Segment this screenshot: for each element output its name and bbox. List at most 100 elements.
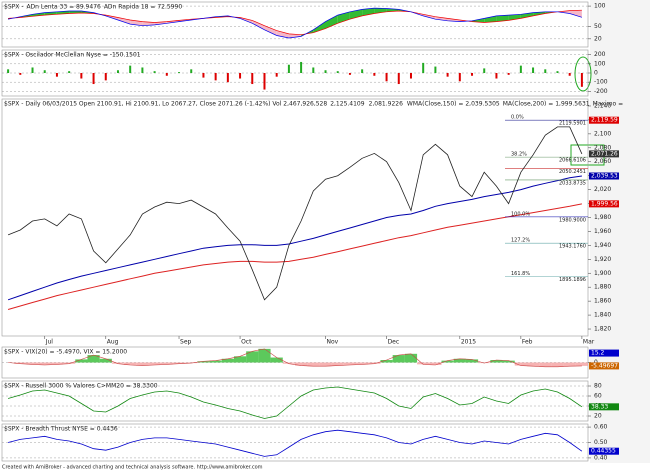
bar [507,73,510,75]
x-tick-label: Mar [583,339,595,346]
difference-fill [337,11,350,24]
area-bar [551,362,564,367]
area-bar [197,361,210,363]
difference-fill [276,30,289,38]
bar [275,73,278,77]
value-badge-label: 2,071.26 [591,150,618,157]
footer: Created with AmiBroker - advanced charti… [2,465,263,471]
bar [544,69,547,73]
value-badge [589,200,619,208]
area-bar [526,362,540,367]
area-bar [26,362,39,365]
difference-fill [423,14,436,20]
fib-percent: 100.0% [511,211,530,217]
value-badge [589,447,619,455]
area-bar [246,351,259,363]
axis-strip [590,0,650,463]
bar [19,73,22,75]
value-badge-label: 38.33 [591,403,608,410]
bar [141,67,144,73]
difference-fill [288,33,302,38]
bar [239,73,242,79]
bar [434,66,437,73]
bar [483,68,486,73]
y-tick-label: -100 [594,79,608,86]
y-tick-label: 80 [594,383,602,390]
y-tick-label: 1,880 [594,284,611,291]
x-tick-label: Nov [327,339,339,346]
difference-fill [349,9,363,20]
difference-fill [484,15,497,23]
fib-value: 1980.9000 [559,217,586,223]
area-bar [575,362,588,366]
area-bar [453,358,466,363]
area-bar [502,360,515,363]
y-tick-label: 2,020 [594,186,611,193]
value-badge [589,362,619,370]
bar [422,62,425,73]
difference-fill [252,20,265,30]
area-bar [38,362,51,365]
header-value: 2,125.4109 [330,101,365,108]
bar [324,70,327,73]
price-line [7,126,583,301]
area-bar [221,358,234,363]
legend-entry: Maximo = [593,101,624,108]
area-bar [490,360,503,363]
bar [348,73,351,75]
area-bar [50,362,64,365]
y-tick-label: 50 [594,23,602,30]
area-bar [172,362,186,364]
highlight-circle [574,56,592,92]
panel-frame [1,380,589,422]
difference-fill [533,11,546,16]
fib-value: 2066.6106 [559,158,586,164]
area-bar [233,356,247,363]
y-tick-label: 1,860 [594,298,611,305]
bar [336,71,339,73]
price-line [7,386,583,419]
area-bar [99,358,112,363]
difference-fill [313,21,326,33]
fib-value: 2033.8735 [559,180,586,186]
y-tick-label: 2,080 [594,144,611,151]
area-bar [14,362,27,364]
area-bar [343,362,357,365]
area-bar [356,362,369,365]
y-tick-label: 2,140 [594,102,611,109]
bar [226,73,229,83]
area-bar [282,362,295,364]
difference-fill [496,15,509,22]
y-tick-label: 20 [594,413,602,420]
bar [385,73,388,82]
difference-fill [435,16,448,21]
y-tick-label: 1,980 [594,214,611,221]
fib-value: 1895.1896 [559,277,586,283]
y-tick-label: 0.40 [594,454,608,461]
x-tick-label: Oct [241,339,252,346]
bar [92,73,95,85]
area-bar [563,362,576,367]
bar [397,73,400,85]
area-bar [441,360,454,363]
bar [104,73,107,81]
y-tick-label: 1,940 [594,242,611,249]
legend-entry: MA(Close,200) = 1,999.5631 [503,101,590,108]
panel-frame [1,1,589,48]
value-badge [589,349,619,357]
bar [129,65,132,73]
area-bar [429,362,442,365]
area-bar [331,362,344,366]
area-bar [270,357,283,363]
panel-title: $SPX - Daily 06/03/2015 Open 2100.91, Hi… [4,101,327,108]
area-bar [368,362,381,364]
indicator-line [8,9,582,36]
y-tick-label: 0.60 [594,424,608,431]
value-badge [589,116,619,124]
legend-entry: WMA(Close,150) = 2,039.5305 [407,101,500,108]
bar [312,67,315,73]
value-badge [589,172,619,180]
bar [31,67,34,73]
panel-title: $SPX - Russell 3000 % Valores C>MM20 = 3… [4,383,158,390]
panel-title: $SPX - Oscilador McClellan Nyse = -150.1… [4,52,141,59]
